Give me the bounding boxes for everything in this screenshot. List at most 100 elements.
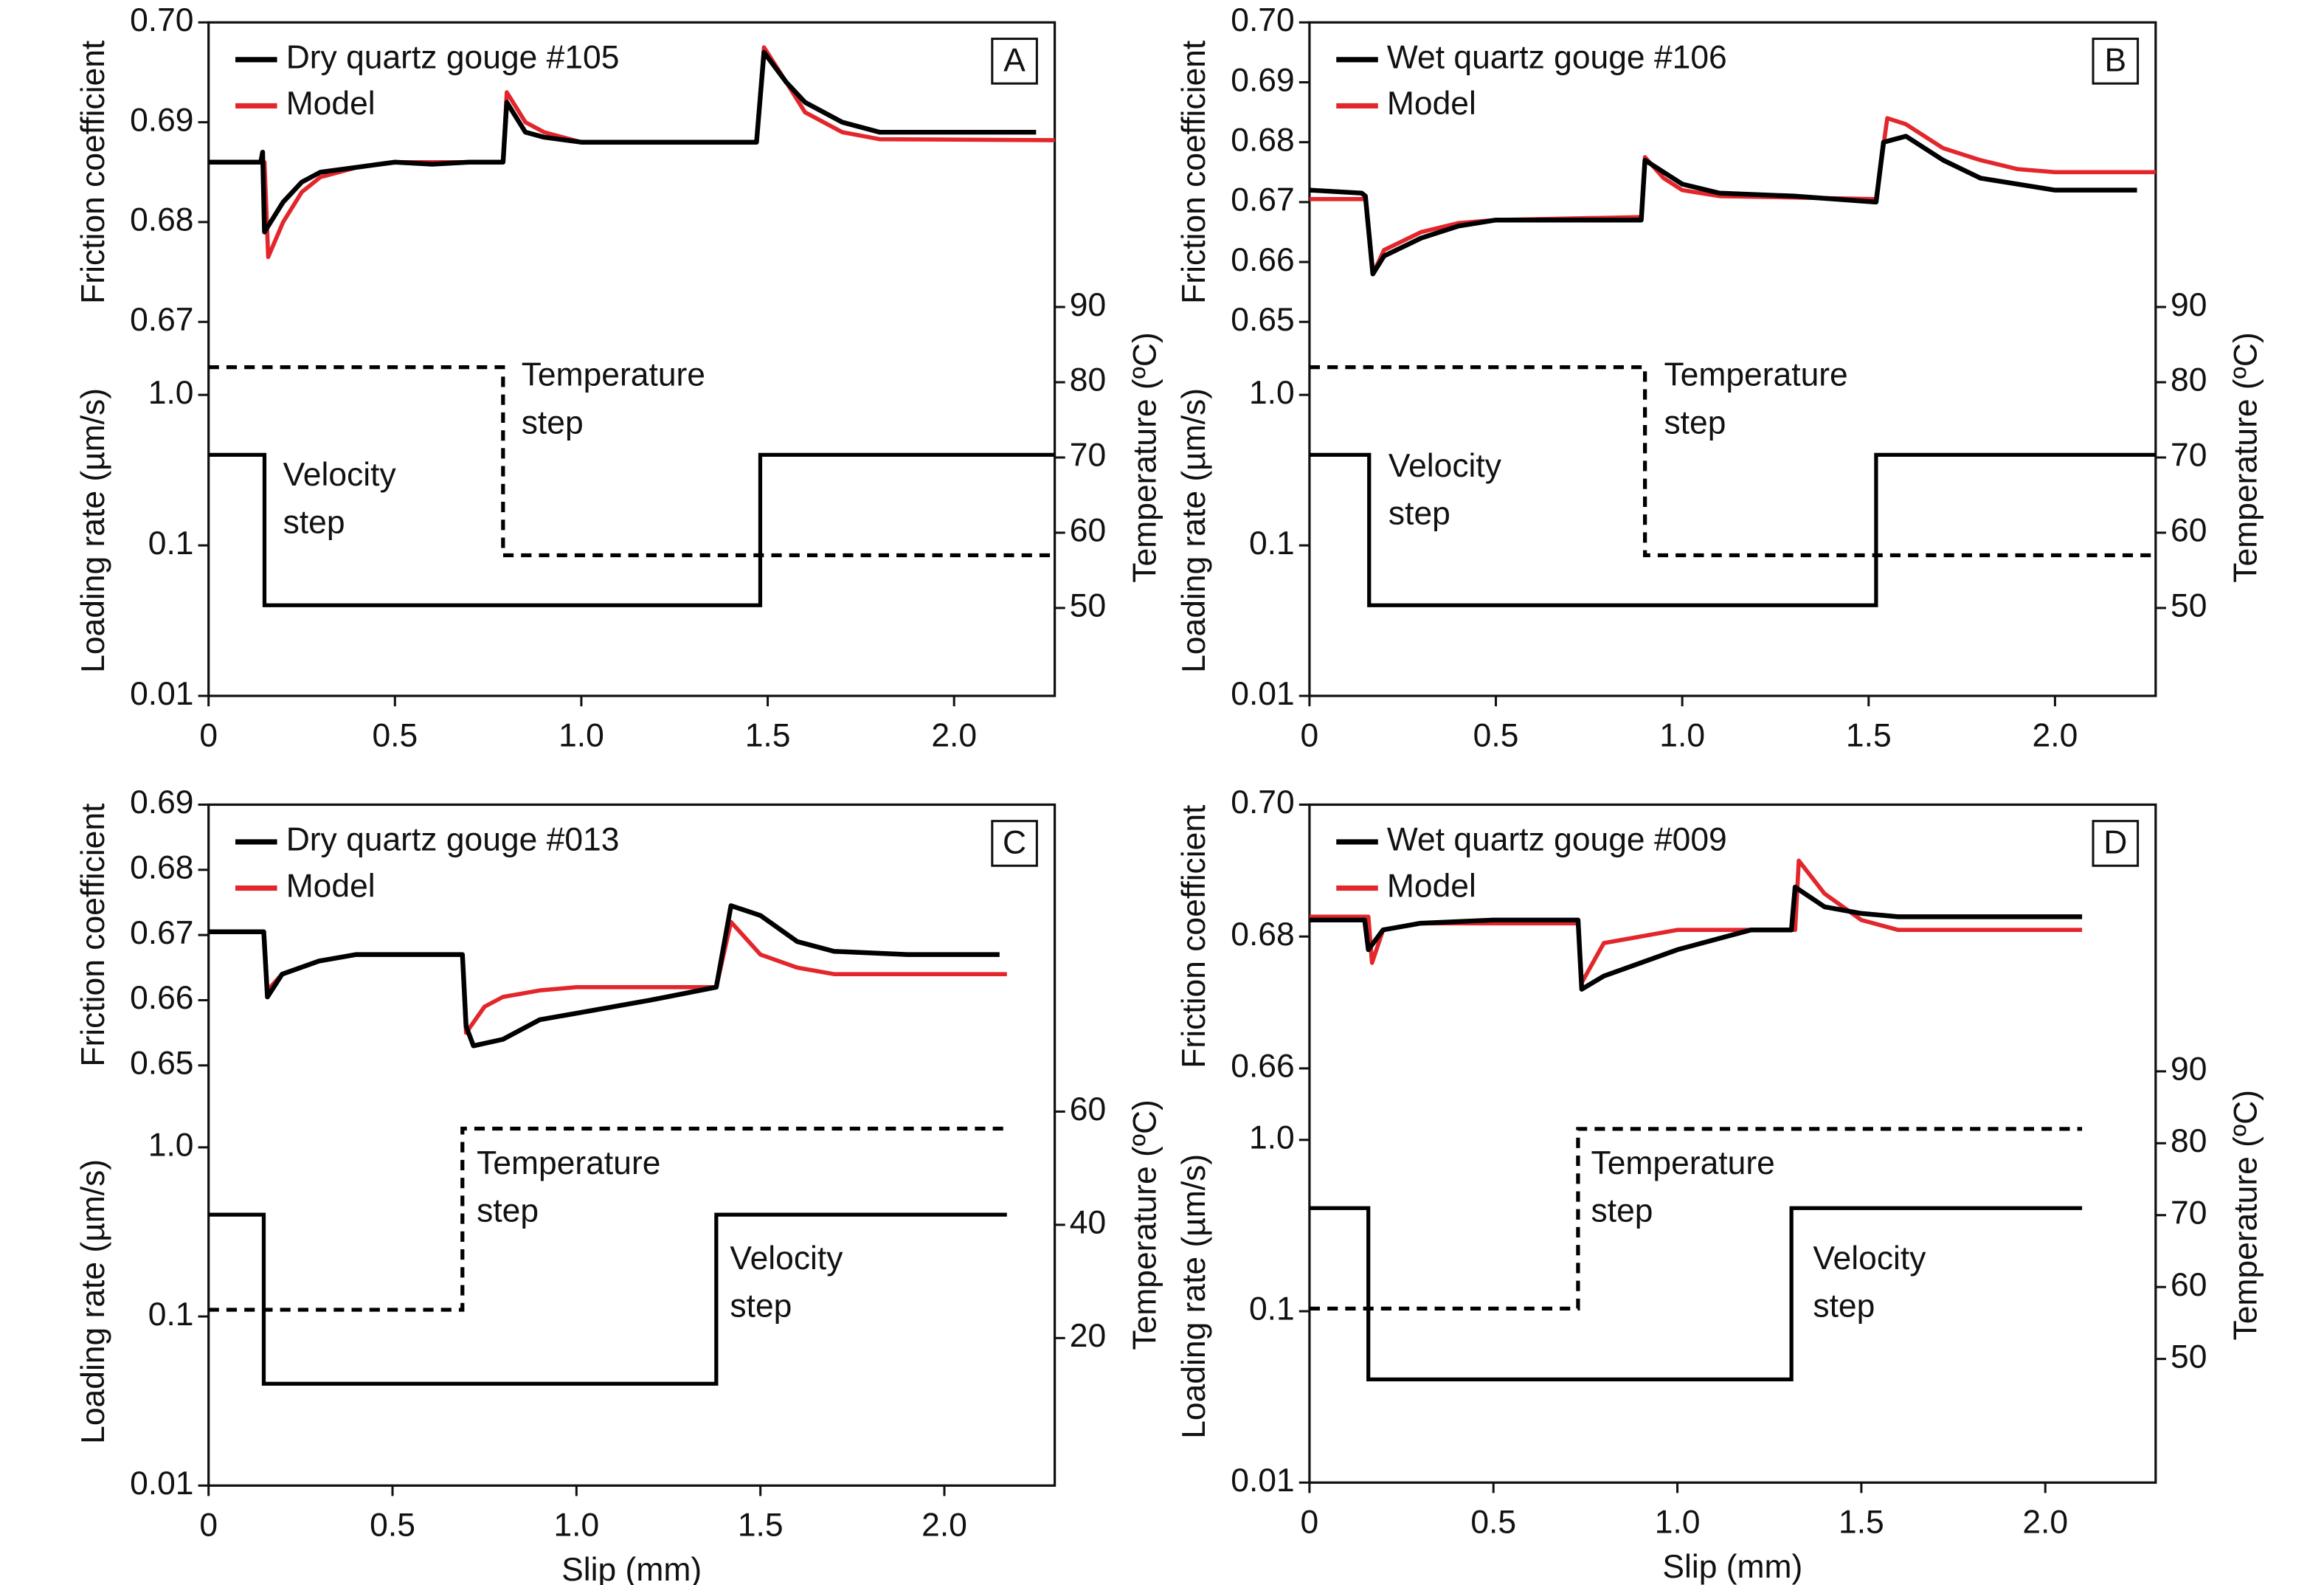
loading-rate-line — [208, 452, 1055, 607]
y2-tick-label: 70 — [1070, 438, 1106, 474]
annotation: step — [522, 404, 584, 441]
x-tick-label: 1.5 — [738, 1508, 784, 1544]
x-tick-label: 2.0 — [921, 1508, 967, 1544]
panel-letter-box — [991, 820, 1038, 867]
legend-label: Model — [286, 86, 376, 122]
legend-label: Wet quartz gouge #106 — [1387, 40, 1727, 76]
y2-tick-label: 90 — [1070, 287, 1106, 323]
legend-label: Model — [1387, 868, 1476, 904]
panel-letter-box — [991, 38, 1038, 85]
y-tick-label: 1.0 — [148, 375, 194, 411]
y-tick-label: 0.69 — [130, 784, 193, 821]
y-tick-label: 0.1 — [1249, 525, 1295, 562]
plot-frame — [207, 803, 1056, 1487]
y2-tick-label: 80 — [2171, 1123, 2207, 1159]
y-axis-label: Loading rate (µm/s) — [1176, 1154, 1212, 1439]
legend-label: Model — [286, 868, 376, 904]
y2-tick-label: 70 — [2171, 438, 2207, 474]
friction-line — [1309, 858, 2083, 985]
y-tick-label: 0.1 — [1249, 1291, 1295, 1327]
annotation: Velocity — [1813, 1240, 1926, 1277]
y-tick-label: 0.66 — [1231, 1049, 1294, 1085]
annotation: step — [1388, 495, 1450, 531]
annotation: Velocity — [283, 457, 397, 493]
x-tick-label: 1.5 — [1839, 1504, 1884, 1540]
annotation: Velocity — [730, 1240, 843, 1277]
annotation: step — [1591, 1192, 1653, 1229]
y-axis-label: Loading rate (µm/s) — [1176, 388, 1212, 673]
legend-label: Wet quartz gouge #009 — [1387, 822, 1727, 858]
y-axis-label: Loading rate (µm/s) — [75, 388, 111, 673]
x-tick-label: 1.0 — [1655, 1504, 1701, 1540]
y2-tick-label: 80 — [2171, 362, 2207, 398]
y-tick-label: 0.68 — [1231, 122, 1294, 158]
y-tick-label: 0.01 — [130, 1465, 193, 1502]
y-tick-label: 0.65 — [130, 1046, 193, 1082]
legend-label: Dry quartz gouge #105 — [286, 40, 620, 76]
y-axis-label: Friction coefficient — [75, 803, 111, 1067]
y-axis-label: Friction coefficient — [1176, 40, 1212, 304]
y2-axis-label: Temperature (ºC) — [1127, 332, 1163, 582]
friction-line — [1309, 134, 2137, 277]
annotation: step — [730, 1288, 792, 1325]
y2-tick-label: 90 — [2171, 1052, 2207, 1088]
x-axis-label: Slip (mm) — [1662, 1549, 1802, 1585]
friction-line — [1309, 884, 2083, 992]
y-tick-label: 0.70 — [1231, 784, 1294, 821]
x-tick-label: 0.5 — [1473, 717, 1519, 753]
y2-tick-label: 80 — [1070, 362, 1106, 398]
y-tick-label: 0.70 — [1231, 2, 1294, 38]
annotation: Velocity — [1388, 448, 1502, 484]
annotation: Temperature — [477, 1145, 660, 1181]
y-tick-label: 0.68 — [130, 850, 193, 886]
panel-letter-box — [2092, 38, 2140, 85]
friction-line — [1309, 116, 2156, 277]
x-tick-label: 1.0 — [558, 717, 604, 753]
y2-tick-label: 60 — [1070, 513, 1106, 549]
y-tick-label: 1.0 — [1249, 375, 1295, 411]
panel-letter: A — [1003, 43, 1026, 79]
plot-frame — [207, 21, 1056, 697]
panel-letter-box — [2092, 820, 2140, 867]
friction-line — [208, 903, 1000, 1049]
y-tick-label: 0.68 — [1231, 916, 1294, 953]
y-tick-label: 0.66 — [1231, 242, 1294, 278]
y2-axis-label: Temperature (ºC) — [2228, 1090, 2264, 1341]
x-tick-label: 0.5 — [372, 717, 418, 753]
y-tick-label: 0.68 — [130, 202, 193, 238]
annotation: Temperature — [522, 357, 705, 393]
temperature-line — [1309, 365, 2156, 558]
x-tick-label: 0.5 — [370, 1508, 415, 1544]
loading-rate-line — [1309, 1206, 2083, 1382]
y-tick-label: 0.01 — [1231, 1463, 1294, 1499]
x-tick-label: 0 — [1301, 717, 1319, 753]
y-tick-label: 0.67 — [130, 915, 193, 951]
x-tick-label: 0 — [1301, 1504, 1319, 1540]
y-tick-label: 0.66 — [130, 980, 193, 1016]
y-axis-label: Friction coefficient — [75, 40, 111, 304]
y-tick-label: 0.70 — [130, 2, 193, 38]
y2-tick-label: 60 — [2171, 513, 2207, 549]
y2-axis-label: Temperature (ºC) — [2228, 332, 2264, 582]
friction-line — [208, 919, 1007, 1035]
annotation: Temperature — [1664, 357, 1847, 393]
y-tick-label: 0.69 — [1231, 62, 1294, 98]
temperature-line — [1309, 1127, 2083, 1311]
annotation: step — [283, 505, 345, 541]
x-tick-label: 2.0 — [2022, 1504, 2068, 1540]
y-axis-label: Friction coefficient — [1176, 804, 1212, 1068]
annotation: step — [1813, 1288, 1875, 1325]
friction-line — [208, 45, 1055, 260]
x-tick-label: 1.0 — [1659, 717, 1705, 753]
y2-axis-label: Temperature (ºC) — [1127, 1099, 1163, 1350]
y-tick-label: 0.01 — [130, 676, 193, 712]
y-tick-label: 0.65 — [1231, 302, 1294, 338]
x-tick-label: 0.5 — [1470, 1504, 1516, 1540]
annotation: Temperature — [1591, 1145, 1775, 1181]
y2-tick-label: 70 — [2171, 1195, 2207, 1231]
x-tick-label: 1.5 — [745, 717, 791, 753]
y-tick-label: 1.0 — [1249, 1120, 1295, 1156]
y-tick-label: 1.0 — [148, 1128, 194, 1164]
y2-tick-label: 60 — [2171, 1267, 2207, 1303]
